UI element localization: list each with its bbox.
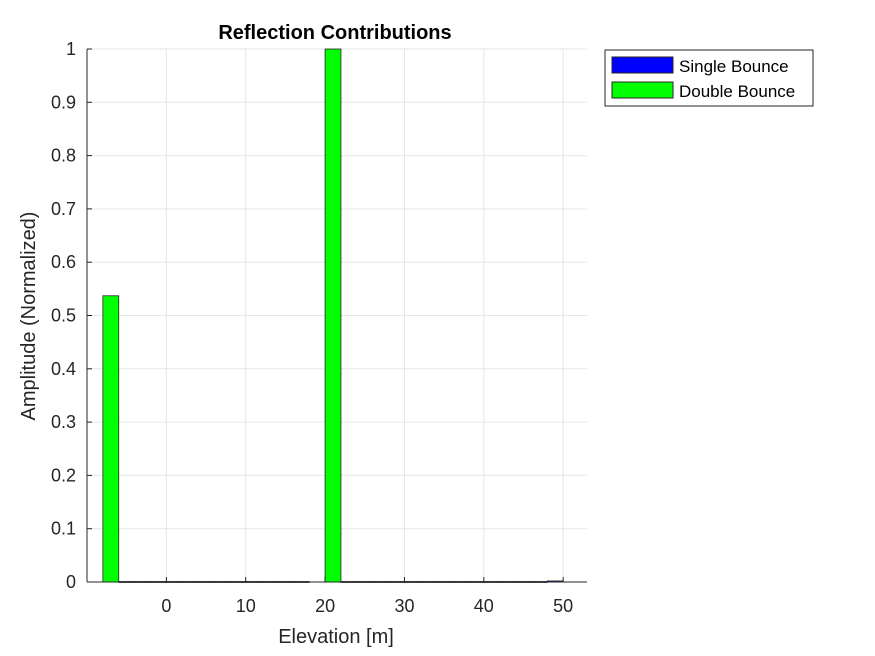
y-tick-label: 0 xyxy=(66,572,76,592)
y-tick-label: 0.3 xyxy=(51,412,76,432)
legend-swatch-double-bounce xyxy=(611,81,674,99)
y-axis-label: Amplitude (Normalized) xyxy=(18,212,40,421)
x-tick-label: 30 xyxy=(394,596,414,616)
legend: Single Bounce Double Bounce xyxy=(604,49,814,107)
y-tick-label: 0.6 xyxy=(51,252,76,272)
tick-labels: 0 10 20 30 40 50 0 0.1 0.2 0.3 0.4 0.5 0.6 0.7 0.8 0.9 1 xyxy=(51,39,573,616)
x-tick-label: 40 xyxy=(474,596,494,616)
legend-swatch-single-bounce xyxy=(611,56,674,74)
x-tick-label: 20 xyxy=(315,596,335,616)
bar-double-bounce xyxy=(324,48,342,583)
axes xyxy=(86,48,587,583)
y-tick-label: 0.8 xyxy=(51,146,76,166)
bar-double-bounce xyxy=(102,295,120,583)
chart-title: Reflection Contributions xyxy=(218,22,451,44)
y-tick-label: 0.4 xyxy=(51,359,76,379)
y-tick-label: 0.7 xyxy=(51,199,76,219)
x-axis-label: Elevation [m] xyxy=(278,626,394,648)
x-tick-label: 0 xyxy=(161,596,171,616)
x-tick-label: 10 xyxy=(236,596,256,616)
y-tick-label: 0.5 xyxy=(51,306,76,326)
y-tick-label: 0.2 xyxy=(51,465,76,485)
y-tick-label: 0.9 xyxy=(51,92,76,112)
legend-label-single-bounce: Single Bounce xyxy=(679,57,789,76)
legend-label-double-bounce: Double Bounce xyxy=(679,82,795,101)
x-tick-label: 50 xyxy=(553,596,573,616)
y-tick-label: 1 xyxy=(66,39,76,59)
y-tick-label: 0.1 xyxy=(51,519,76,539)
